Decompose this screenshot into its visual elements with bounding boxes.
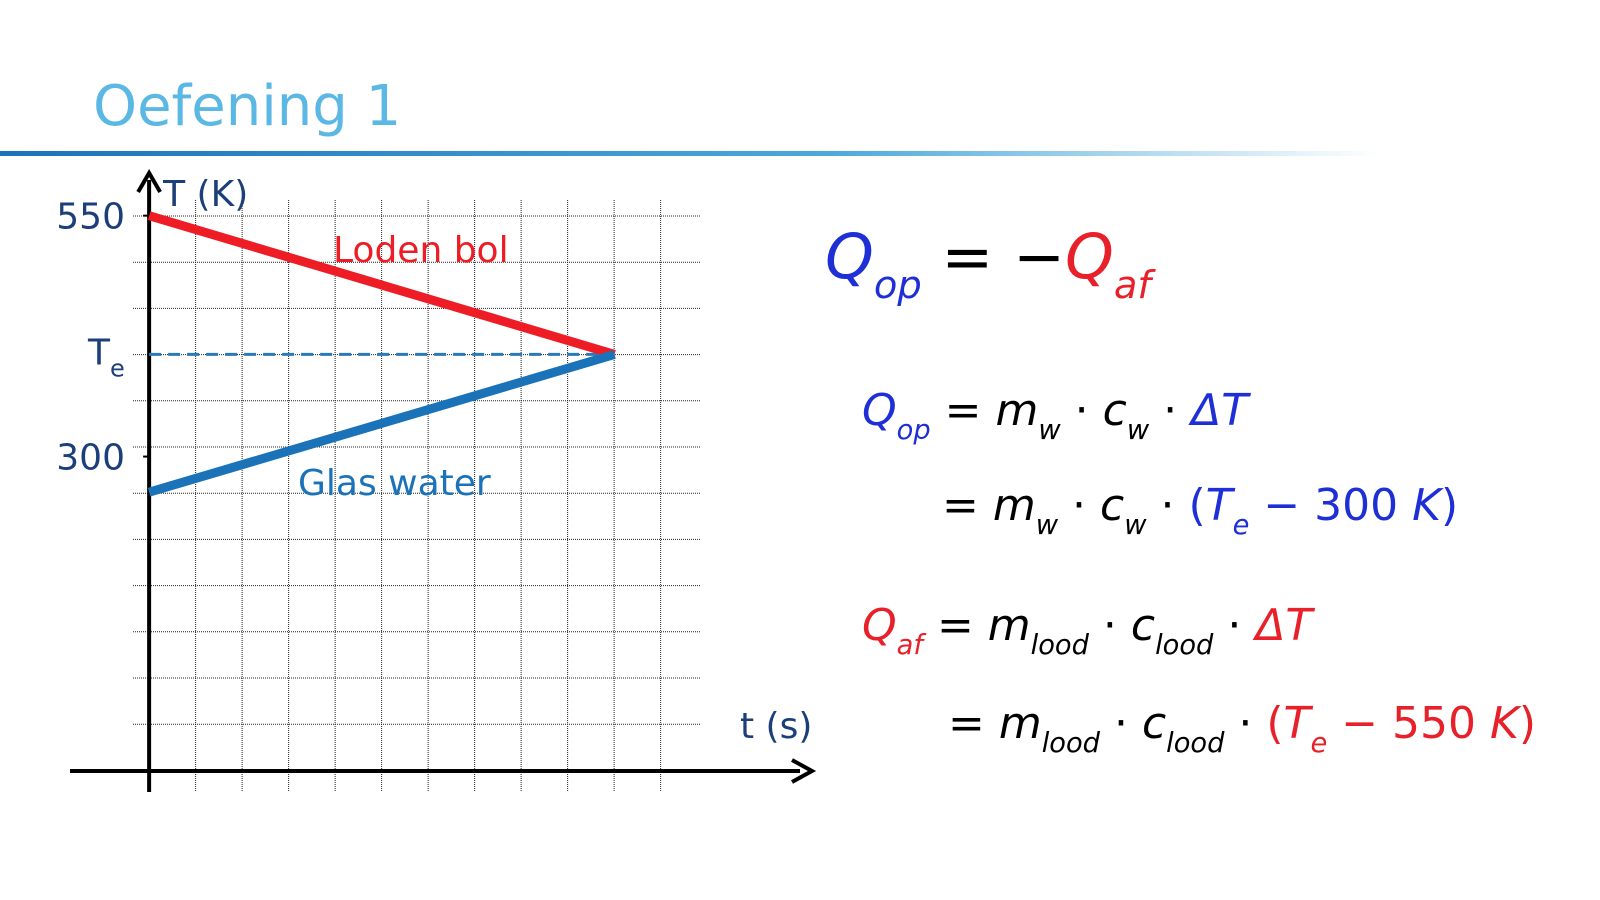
series-label: Loden bol: [333, 230, 509, 271]
equation-symbol: ): [1441, 480, 1458, 531]
y-axis-arrow: [136, 169, 162, 194]
equation-symbol: ·: [1061, 385, 1103, 436]
equation-subscript: op: [897, 415, 931, 446]
equation-symbol: ·: [1149, 385, 1191, 436]
equation-subscript: af: [1114, 263, 1157, 308]
equation: Qaf = mlood · clood · ΔT: [862, 600, 1315, 661]
equation-symbol: = −: [922, 220, 1065, 293]
series-line: [147, 211, 616, 359]
y-tick-label: 550: [56, 197, 125, 238]
equation-subscript: af: [897, 630, 928, 661]
equation-symbol: m: [988, 600, 1031, 651]
x-axis-label: t (s): [740, 706, 812, 747]
equation-symbol: Q: [1065, 220, 1114, 293]
equation-symbol: ·: [1224, 698, 1266, 749]
equation-symbol: ): [1519, 698, 1536, 749]
equation-subscript: w: [1127, 415, 1150, 446]
x-axis-arrow: [791, 758, 817, 784]
equation-symbol: Q: [825, 220, 874, 293]
y-axis-label: T (K): [162, 174, 248, 215]
equation-symbol: ·: [1089, 600, 1131, 651]
equation-subscript: e: [1233, 510, 1250, 541]
equation-symbol: m: [995, 385, 1038, 436]
te-label: Te: [87, 332, 125, 382]
equation-subscript: e: [1310, 728, 1327, 759]
equation: Qop = −Qaf: [825, 220, 1156, 308]
equation-subscript: w: [1124, 510, 1147, 541]
equation-symbol: ΔT: [1252, 600, 1315, 651]
equation-symbol: Q: [862, 385, 897, 436]
equation-symbol: K: [1412, 480, 1444, 531]
slide-title: Oefening 1: [93, 74, 401, 139]
equation-symbol: m: [999, 698, 1042, 749]
equation-symbol: =: [948, 698, 999, 749]
equation-symbol: K: [1490, 698, 1522, 749]
equation-symbol: ·: [1147, 480, 1189, 531]
chart: T (K) t (s) 300 550 Te Loden bol Glas water: [56, 169, 817, 792]
equation: Qop = mw · cw · ΔT: [862, 385, 1251, 446]
equation-subscript: lood: [1155, 630, 1214, 661]
equation-subscript: lood: [1166, 728, 1225, 759]
equation-subscript: lood: [1031, 630, 1090, 661]
te-label-sub: e: [110, 354, 125, 382]
equation-subscript: op: [874, 263, 922, 308]
equation-symbol: − 550: [1327, 698, 1490, 749]
series-line: [147, 350, 616, 497]
equation-symbol: c: [1103, 385, 1127, 436]
equation-symbol: (: [1189, 480, 1206, 531]
equation-subscript: w: [1036, 510, 1059, 541]
equation-subscript: lood: [1042, 728, 1101, 759]
equation-subscript: w: [1038, 415, 1061, 446]
series-label: Glas water: [298, 463, 491, 504]
te-label-main: T: [87, 332, 111, 373]
equation-symbol: c: [1142, 698, 1166, 749]
title-rule: [0, 151, 1380, 156]
equation: = mlood · clood · (Te − 550 K): [948, 698, 1536, 759]
equation-symbol: ·: [1100, 698, 1142, 749]
equation: = mw · cw · (Te − 300 K): [942, 480, 1458, 541]
equation-symbol: =: [923, 600, 988, 651]
equation-symbol: T: [1206, 480, 1236, 531]
equation-symbol: ·: [1058, 480, 1100, 531]
equation-symbol: m: [993, 480, 1036, 531]
equation-symbol: c: [1100, 480, 1124, 531]
equation-symbol: T: [1284, 698, 1314, 749]
equation-symbol: − 300: [1249, 480, 1412, 531]
equation-symbol: =: [931, 385, 996, 436]
y-tick-label: 300: [56, 438, 125, 479]
equation-symbol: =: [942, 480, 993, 531]
equation-symbol: ΔT: [1188, 385, 1251, 436]
equation-symbol: Q: [862, 600, 897, 651]
equation-symbol: ·: [1213, 600, 1255, 651]
equation-symbol: c: [1131, 600, 1155, 651]
equation-symbol: (: [1266, 698, 1283, 749]
